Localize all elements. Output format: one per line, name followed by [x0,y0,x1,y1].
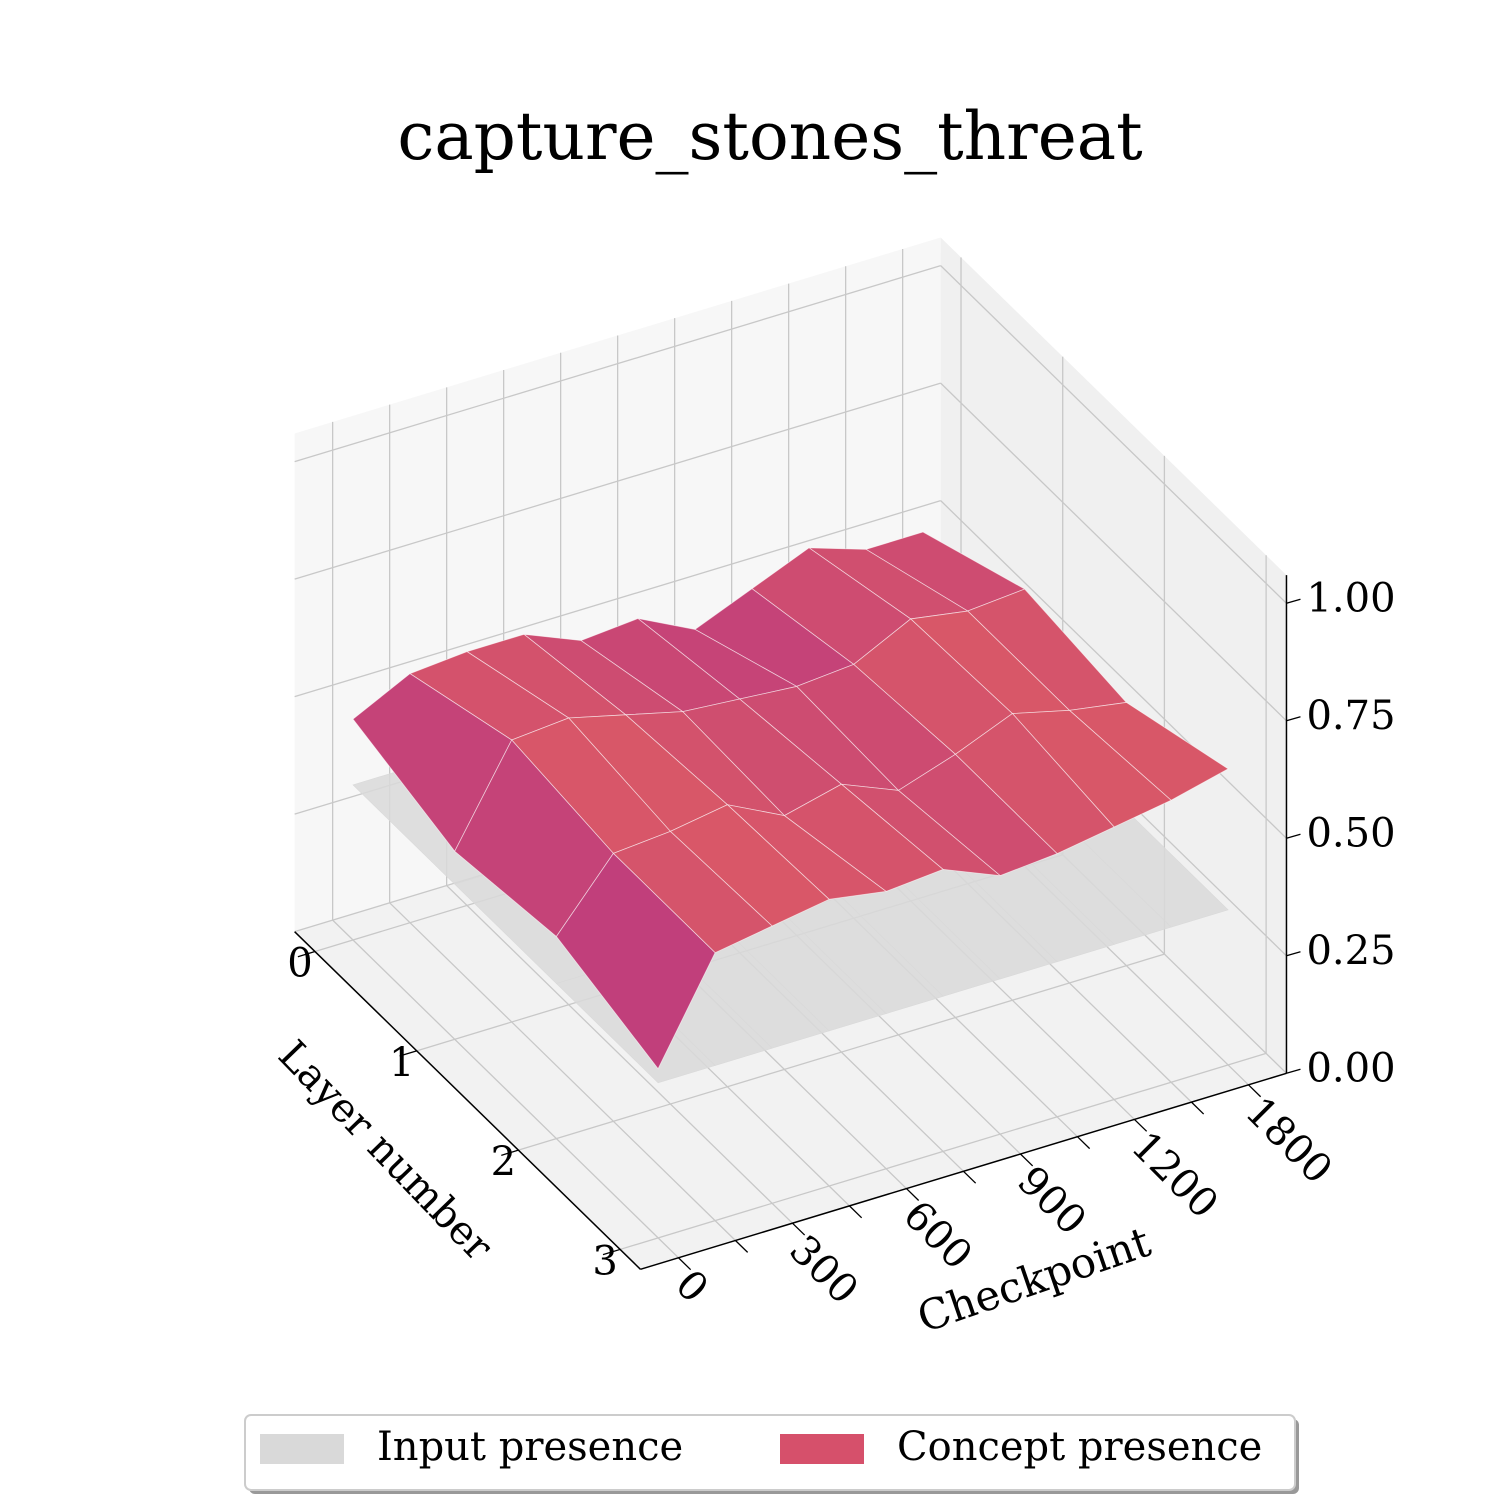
side-pane [940,237,1287,1074]
y-tick [602,1248,621,1256]
z-tick-label: 1.00 [1306,575,1395,621]
legend-frame [244,1414,1296,1491]
y-tick-label: 0 [287,941,312,987]
z-tick [1286,716,1301,722]
x-tick [1076,1136,1091,1150]
x-tick [791,1222,806,1236]
grid-line [294,265,941,463]
legend: Input presence Concept presence [244,1414,1299,1494]
y-tick-label: 1 [389,1040,414,1086]
grid-line [518,953,1165,1151]
y-tick [297,950,316,958]
x-tick [848,1205,863,1219]
grid-line [294,500,941,698]
grid-line [294,382,941,580]
legend-swatch [260,1434,344,1464]
grid-line [389,902,736,1241]
z-tick [1286,598,1301,604]
grid-line [619,1052,1267,1251]
z-tick [1286,951,1301,957]
x-tick-label: 900 [1008,1158,1095,1245]
z-tick-label: 0.50 [1306,810,1395,856]
x-tick [734,1240,749,1253]
legend-label: Concept presence [897,1424,1262,1470]
x-tick [905,1188,920,1201]
z-tick [1286,1068,1301,1074]
x-tick [1190,1101,1205,1115]
surface-face [555,852,716,1070]
y-tick-label: 3 [592,1238,617,1284]
x-tick [1019,1153,1034,1167]
grid-line [940,382,1287,722]
grid-line [940,500,1287,839]
surfaces [352,531,1229,1084]
x-tick-label: 0 [666,1261,717,1312]
z-tick-label: 0.25 [1306,928,1395,974]
grid-line [940,265,1287,604]
x-tick [1247,1084,1262,1098]
x-tick-label: 1200 [1122,1123,1227,1228]
x-tick [962,1170,977,1184]
grid-line [332,919,679,1259]
grid-line [446,885,793,1224]
z-tick-label: 0.75 [1306,693,1395,739]
x-axis-line [640,1072,1287,1271]
y-axis-line [294,931,641,1270]
chart-title: capture_stones_threat [397,98,1142,175]
legend-label: Input presence [377,1424,683,1470]
y-tick [399,1050,417,1057]
z-tick-label: 0.00 [1306,1045,1395,1091]
z-tick [1286,833,1301,839]
x-tick [677,1257,692,1271]
y-tick [501,1149,519,1156]
x-tick-label: 600 [894,1192,981,1279]
x-tick [1133,1118,1148,1132]
legend-swatch [780,1434,864,1464]
x-tick-label: 1800 [1236,1088,1341,1193]
x-tick-label: 300 [780,1227,867,1314]
y-tick-label: 2 [491,1139,516,1185]
